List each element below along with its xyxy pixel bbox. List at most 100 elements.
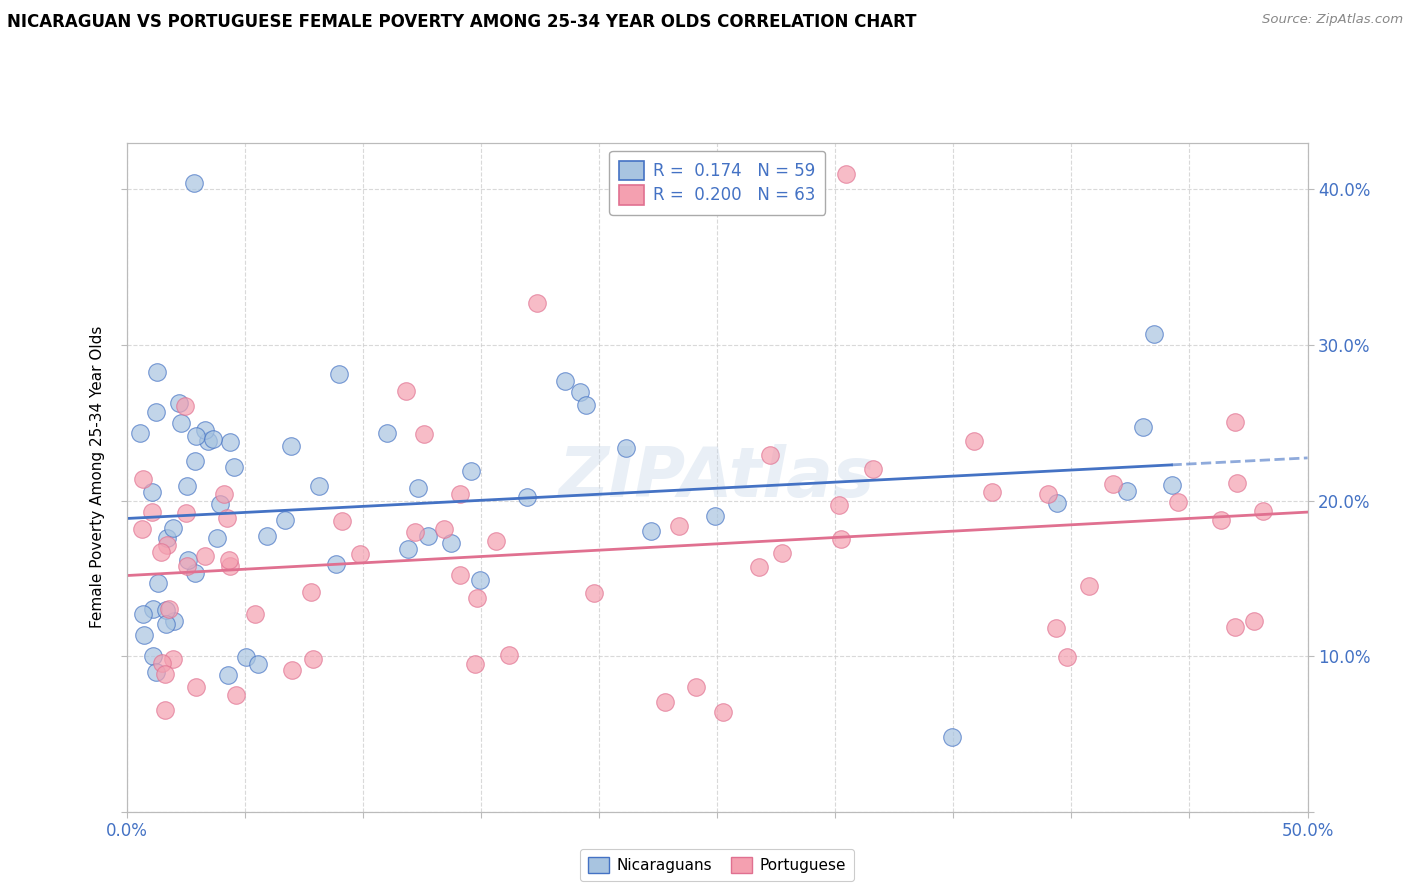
Point [568, 384, 591, 399]
Point [217, 667, 239, 681]
Point [176, 479, 198, 493]
Point [145, 665, 167, 679]
Point [256, 529, 278, 543]
Point [1209, 513, 1232, 527]
Point [141, 485, 163, 500]
Point [184, 454, 207, 468]
Point [349, 548, 371, 562]
Point [155, 703, 177, 717]
Point [246, 657, 269, 672]
Point [654, 695, 676, 709]
Point [243, 607, 266, 621]
Point [197, 434, 219, 449]
Point [184, 681, 207, 695]
Point [963, 434, 986, 448]
Point [1251, 504, 1274, 518]
Point [404, 524, 426, 539]
Point [582, 586, 605, 600]
Point [1132, 419, 1154, 434]
Point [150, 657, 173, 671]
Point [614, 441, 637, 455]
Point [1077, 579, 1099, 593]
Point [526, 295, 548, 310]
Point [212, 487, 235, 501]
Point [1102, 477, 1125, 491]
Point [1223, 620, 1246, 634]
Point [981, 484, 1004, 499]
Point [396, 541, 419, 556]
Point [155, 617, 177, 632]
Point [162, 521, 184, 535]
Point [148, 576, 170, 591]
Point [640, 524, 662, 538]
Text: NICARAGUAN VS PORTUGUESE FEMALE POVERTY AMONG 25-34 YEAR OLDS CORRELATION CHART: NICARAGUAN VS PORTUGUESE FEMALE POVERTY … [7, 13, 917, 31]
Point [186, 429, 208, 443]
Point [748, 560, 770, 574]
Point [770, 546, 793, 560]
Point [183, 176, 205, 190]
Point [862, 462, 884, 476]
Point [449, 568, 471, 582]
Point [1036, 486, 1059, 500]
Point [225, 688, 247, 702]
Point [146, 366, 169, 380]
Text: Source: ZipAtlas.com: Source: ZipAtlas.com [1263, 13, 1403, 27]
Point [1116, 484, 1139, 499]
Point [142, 602, 165, 616]
Point [163, 614, 186, 628]
Point [1223, 415, 1246, 429]
Point [177, 553, 200, 567]
Point [377, 426, 399, 441]
Point [406, 481, 429, 495]
Point [156, 532, 179, 546]
Point [209, 497, 232, 511]
Point [498, 648, 520, 662]
Point [703, 509, 725, 524]
Point [132, 472, 155, 486]
Point [219, 434, 242, 449]
Point [162, 652, 184, 666]
Point [485, 533, 508, 548]
Point [184, 566, 207, 580]
Point [668, 519, 690, 533]
Point [308, 479, 330, 493]
Point [1167, 495, 1189, 509]
Point [280, 439, 302, 453]
Point [174, 400, 197, 414]
Point [412, 427, 434, 442]
Point [149, 545, 172, 559]
Point [330, 514, 353, 528]
Point [174, 506, 197, 520]
Point [440, 536, 463, 550]
Point [1226, 476, 1249, 491]
Point [129, 426, 152, 441]
Point [217, 511, 239, 525]
Point [468, 574, 491, 588]
Point [153, 666, 176, 681]
Point [157, 601, 180, 615]
Point [1160, 478, 1182, 492]
Point [835, 167, 858, 181]
Point [759, 448, 782, 462]
Point [167, 395, 190, 409]
Point [205, 532, 228, 546]
Point [176, 559, 198, 574]
Point [449, 487, 471, 501]
Point [465, 591, 488, 605]
Point [235, 650, 257, 665]
Y-axis label: Female Poverty Among 25-34 Year Olds: Female Poverty Among 25-34 Year Olds [90, 326, 105, 628]
Point [460, 464, 482, 478]
Point [325, 557, 347, 571]
Point [685, 680, 707, 694]
Point [395, 384, 418, 399]
Point [575, 398, 598, 412]
Point [145, 405, 167, 419]
Point [274, 513, 297, 527]
Point [156, 538, 179, 552]
Point [328, 367, 350, 381]
Point [280, 664, 302, 678]
Point [1046, 496, 1069, 510]
Point [218, 553, 240, 567]
Legend: Nicaraguans, Portuguese: Nicaraguans, Portuguese [581, 849, 853, 881]
Point [1243, 614, 1265, 628]
